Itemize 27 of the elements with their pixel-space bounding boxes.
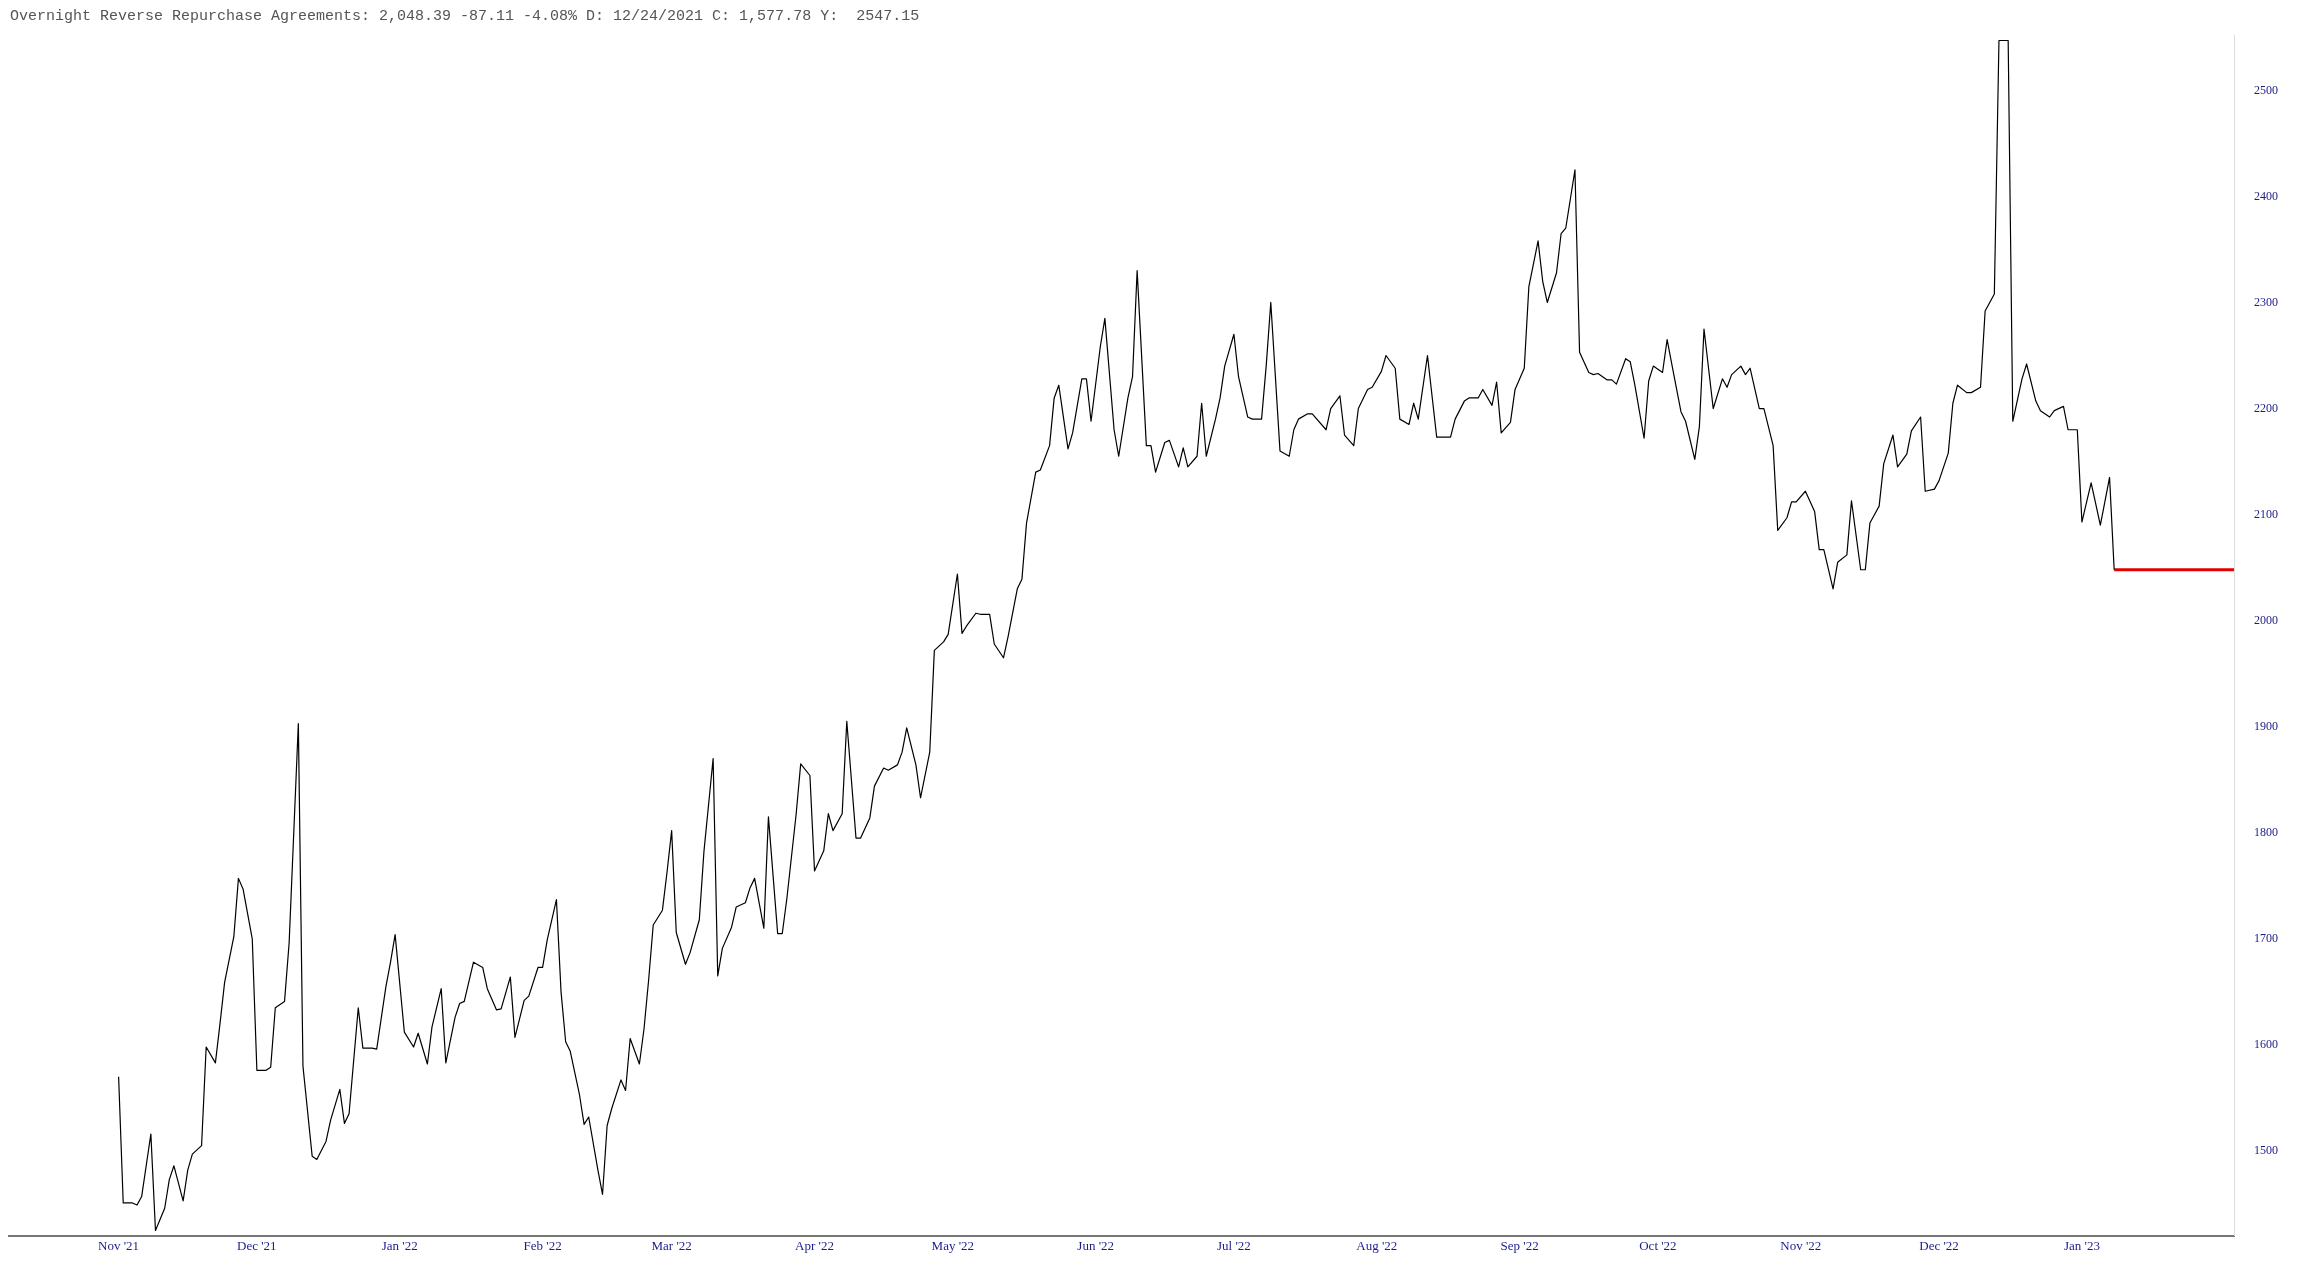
- x-tick-label: Dec '21: [237, 1238, 277, 1254]
- chart-title: Overnight Reverse Repurchase Agreements: 2,048.39 -87.11 -4.08% D: 12/24/2021 C: 1,577.78 Y: 2547.15: [10, 8, 920, 25]
- y-tick-label: 1900: [2254, 718, 2278, 733]
- y-tick-label: 2100: [2254, 506, 2278, 521]
- y-tick-label: 2200: [2254, 400, 2278, 415]
- x-tick-label: Mar '22: [651, 1238, 692, 1254]
- x-tick-label: Jan '23: [2063, 1238, 2100, 1254]
- x-tick-label: Sep '22: [1500, 1238, 1539, 1254]
- x-tick-label: Apr '22: [795, 1238, 834, 1254]
- y-tick-label: 2300: [2254, 294, 2278, 309]
- x-tick-label: Aug '22: [1356, 1238, 1398, 1254]
- y-tick-label: 1700: [2254, 930, 2278, 945]
- x-tick-label: May '22: [931, 1238, 974, 1254]
- y-tick-label: 2000: [2254, 612, 2278, 627]
- x-tick-label: Jan '22: [381, 1238, 418, 1254]
- y-tick-label: 2400: [2254, 188, 2278, 203]
- y-tick-label: 1500: [2254, 1143, 2278, 1158]
- x-tick-label: Oct '22: [1639, 1238, 1677, 1254]
- y-tick-label: 2500: [2254, 82, 2278, 97]
- y-tick-label: 1600: [2254, 1037, 2278, 1052]
- x-tick-label: Nov '21: [98, 1238, 140, 1254]
- x-tick-label: Jul '22: [1217, 1238, 1251, 1254]
- x-tick-label: Feb '22: [523, 1238, 562, 1254]
- x-tick-label: Dec '22: [1919, 1238, 1959, 1254]
- y-tick-label: 1800: [2254, 824, 2278, 839]
- x-tick-label: Jun '22: [1077, 1238, 1114, 1254]
- x-tick-label: Nov '22: [1780, 1238, 1822, 1254]
